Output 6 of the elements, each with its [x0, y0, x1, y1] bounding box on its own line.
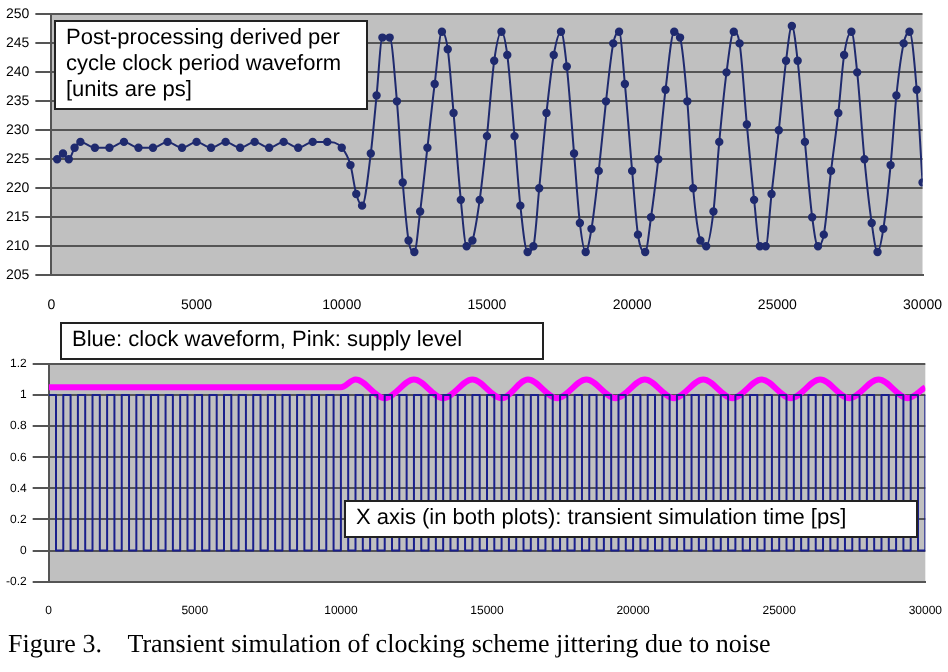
text-box: Post-processing derived per cycle clock period waveform [units are ps] [54, 20, 368, 110]
caption: Figure 3. Transient simulation of clocking scheme jittering due to noise [8, 628, 771, 660]
annotation: Post-processing derived per cycle clock period waveform [units are ps] [66, 26, 344, 104]
text-box: Blue: clock waveform, Pink: supply level [60, 322, 544, 360]
annotation: X axis (in both plots): transient simulation time [ps] [356, 506, 849, 532]
text-box: X axis (in both plots): transient simulation time [ps] [344, 500, 918, 538]
